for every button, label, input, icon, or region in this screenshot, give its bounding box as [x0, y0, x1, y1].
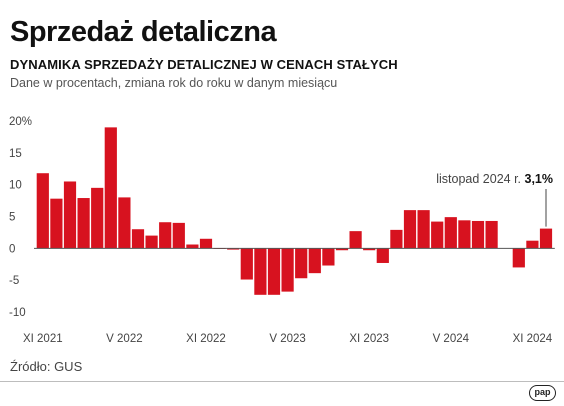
- bar: [281, 248, 294, 292]
- x-tick-label: V 2024: [433, 333, 470, 345]
- bar: [172, 222, 185, 249]
- x-tick-label: V 2022: [106, 333, 142, 345]
- bar: [91, 187, 104, 249]
- bar: [63, 181, 77, 249]
- bar: [267, 248, 281, 295]
- y-tick-label: 20%: [9, 116, 32, 128]
- bar: [335, 248, 349, 251]
- bar: [77, 198, 90, 249]
- bar: [417, 210, 430, 249]
- bar: [458, 220, 471, 249]
- bar: [118, 197, 131, 249]
- bar: [159, 222, 172, 249]
- x-tick-label: XI 2021: [23, 333, 63, 345]
- bar: [539, 228, 553, 249]
- source-note: Źródło: GUS: [10, 359, 83, 374]
- bar: [308, 248, 321, 274]
- bar: [199, 238, 213, 249]
- bar: [512, 248, 525, 268]
- bar: [471, 220, 485, 249]
- y-tick-label: -5: [9, 275, 19, 287]
- x-tick-label: XI 2023: [349, 333, 389, 345]
- x-tick-label: XI 2024: [513, 333, 553, 345]
- annotation-label: listopad 2024 r.: [436, 172, 524, 186]
- y-tick-label: 15: [9, 148, 22, 160]
- y-tick-label: 5: [9, 212, 15, 224]
- y-tick-label: -10: [9, 307, 26, 319]
- bar: [322, 248, 335, 266]
- bar: [131, 229, 145, 249]
- bar: [403, 210, 417, 249]
- bar: [227, 248, 240, 250]
- bar: [50, 198, 63, 249]
- bar: [240, 248, 253, 280]
- x-tick-label: V 2023: [269, 333, 305, 345]
- footer-divider: [0, 381, 564, 382]
- bar: [145, 235, 158, 249]
- chart-subtitle: DYNAMIKA SPRZEDAŻY DETALICZNEJ W CENACH …: [10, 57, 398, 72]
- annotation-text: listopad 2024 r. 3,1%: [436, 172, 553, 186]
- x-tick-label: XI 2022: [186, 333, 226, 345]
- bar: [444, 217, 457, 249]
- annotation-value: 3,1%: [525, 172, 554, 186]
- bar: [390, 229, 403, 249]
- bar: [36, 173, 49, 249]
- chart-description: Dane w procentach, zmiana rok do roku w …: [10, 76, 338, 90]
- bar: [431, 221, 444, 249]
- bar: [526, 240, 539, 249]
- bar: [376, 248, 389, 263]
- page-title: Sprzedaż detaliczna: [10, 16, 277, 48]
- y-tick-label: 0: [9, 243, 15, 255]
- bar: [485, 220, 498, 249]
- bar: [349, 231, 362, 249]
- bar: [186, 244, 199, 249]
- bar: [363, 248, 376, 251]
- bar: [254, 248, 267, 295]
- bar: [104, 127, 117, 249]
- y-tick-label: 10: [9, 180, 22, 192]
- pap-logo: pap: [529, 385, 556, 401]
- bar: [295, 248, 308, 279]
